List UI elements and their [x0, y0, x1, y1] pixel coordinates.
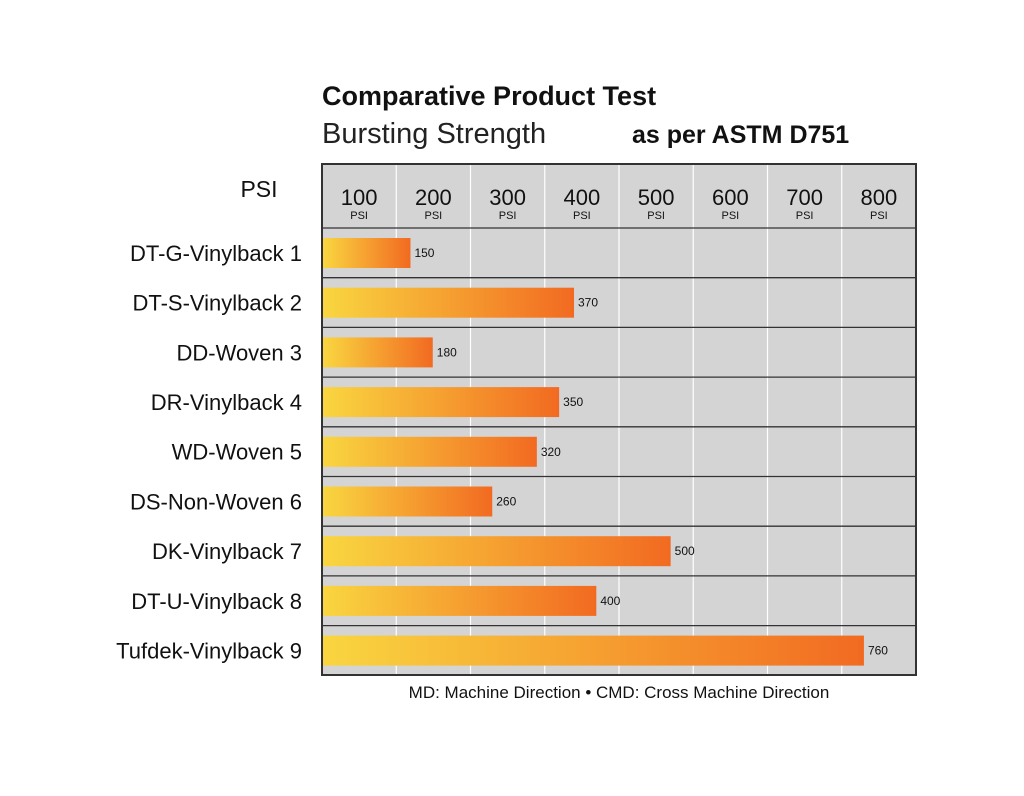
footnote: MD: Machine Direction • CMD: Cross Machi…	[409, 683, 830, 702]
category-label: DS-Non-Woven 6	[130, 489, 302, 514]
category-label: DK-Vinylback 7	[152, 539, 302, 564]
category-label: DR-Vinylback 4	[151, 390, 302, 415]
category-layer: DT-G-Vinylback 1 DT-S-Vinylback 2 DD-Woven…	[116, 241, 302, 664]
tick-unit-label: PSI	[647, 210, 665, 222]
tick-label: 200	[415, 185, 452, 210]
bar-value-label: 260	[496, 495, 516, 509]
bar-value-label: 320	[541, 445, 561, 459]
bar-value-label: 350	[563, 395, 583, 409]
tick-unit-label: PSI	[573, 210, 591, 222]
bar	[323, 486, 493, 517]
category-label: DD-Woven 3	[176, 340, 302, 365]
tick-unit-label: PSI	[499, 210, 517, 222]
grid-layer	[322, 164, 916, 676]
category-label: DT-G-Vinylback 1	[130, 241, 302, 266]
category-label: DT-U-Vinylback 8	[131, 589, 302, 614]
tick-unit-label: PSI	[350, 210, 368, 222]
tick-unit-label: PSI	[796, 210, 814, 222]
tick-label: 800	[861, 185, 898, 210]
bar	[323, 287, 575, 318]
bar-value-label: 760	[868, 644, 888, 658]
chart-title: Comparative Product Test	[322, 81, 656, 111]
category-label: Tufdek-Vinylback 9	[116, 638, 302, 663]
tick-unit-label: PSI	[425, 210, 443, 222]
bar-value-label: 180	[437, 345, 457, 359]
tick-unit-label: PSI	[870, 210, 888, 222]
tick-layer: 100PSI200PSI300PSI400PSI500PSI600PSI700P…	[341, 185, 897, 222]
bar-value-label: 500	[675, 544, 695, 558]
tick-label: 700	[786, 185, 823, 210]
bar-value-label: 400	[600, 594, 620, 608]
chart-subtitle-standard: as per ASTM D751	[632, 121, 849, 149]
bar	[323, 585, 597, 616]
bar	[323, 337, 433, 368]
bar	[323, 436, 537, 467]
bar	[323, 536, 671, 567]
bar-value-label: 150	[414, 246, 434, 260]
bar-layer: 150 370 180 350 320 260 500 400 760	[323, 238, 888, 666]
category-label: DT-S-Vinylback 2	[132, 291, 302, 316]
bar	[323, 238, 411, 268]
chart-subtitle: Bursting Strength	[322, 118, 546, 150]
tick-label: 300	[489, 185, 526, 210]
bar-value-label: 370	[578, 296, 598, 310]
bar	[323, 387, 560, 418]
tick-unit-label: PSI	[722, 210, 740, 222]
plot-frame	[321, 163, 917, 676]
bar	[323, 635, 864, 666]
tick-label: 400	[564, 185, 601, 210]
unit-label: PSI	[240, 176, 277, 202]
tick-label: 600	[712, 185, 749, 210]
tick-label: 500	[638, 185, 675, 210]
category-label: WD-Woven 5	[172, 440, 302, 465]
tick-label: 100	[341, 185, 378, 210]
